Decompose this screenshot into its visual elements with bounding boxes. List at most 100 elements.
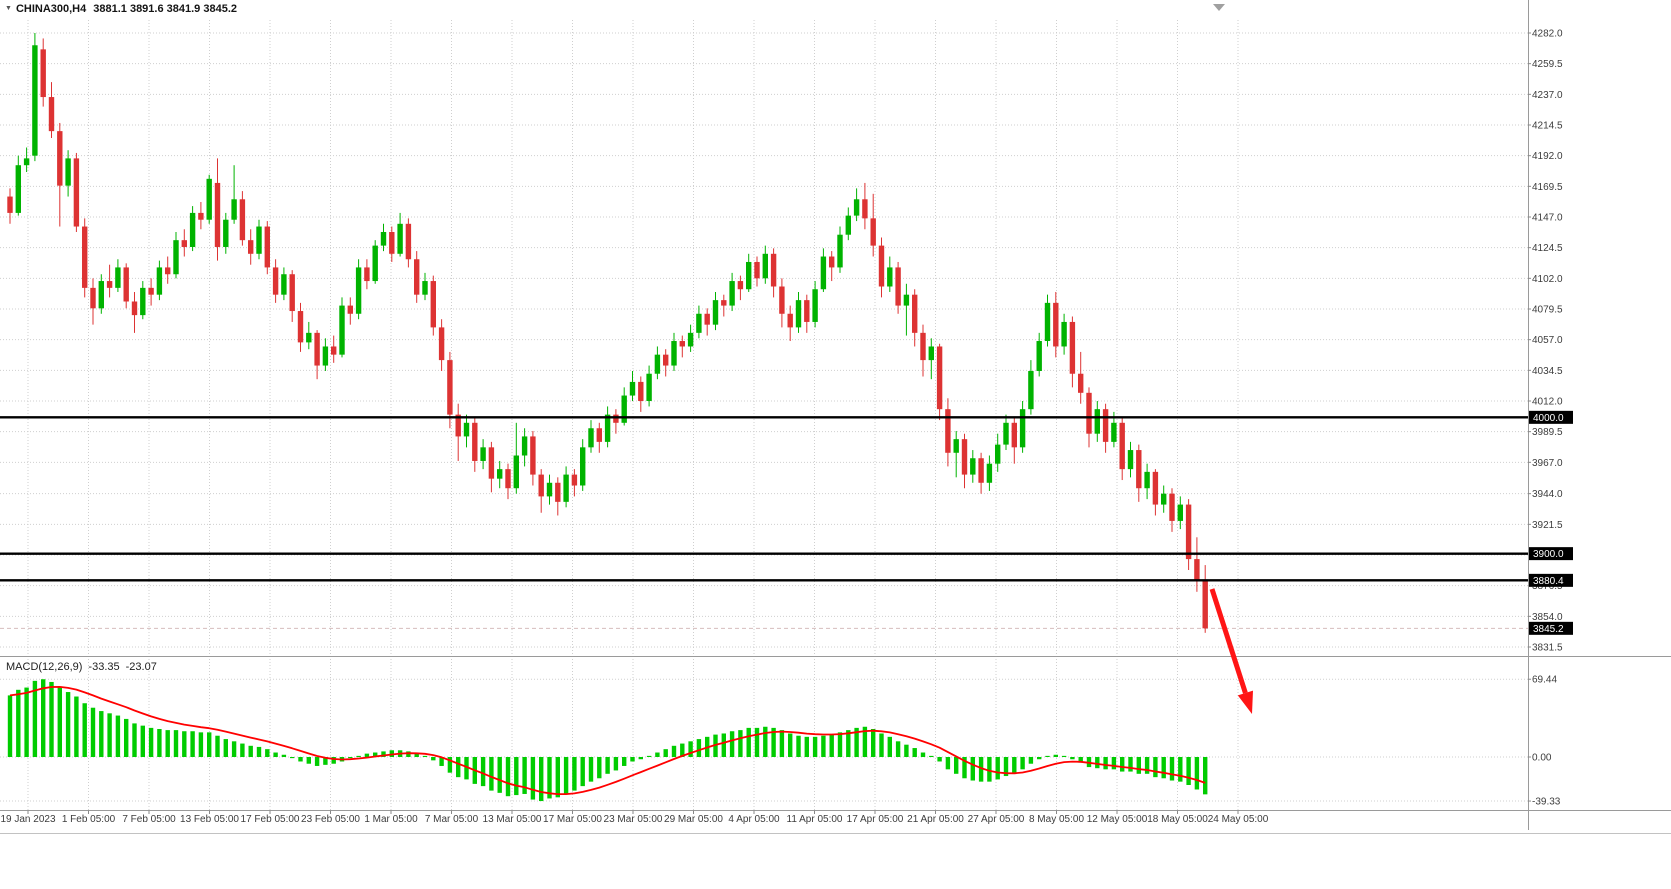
candle-up [189, 212, 196, 247]
candle-down [721, 300, 727, 306]
macd-histogram-bar [688, 741, 693, 757]
macd-histogram-bar [132, 723, 137, 757]
macd-histogram-bar [522, 757, 527, 794]
macd-histogram-bar [646, 755, 652, 757]
candle-up [480, 447, 486, 461]
candle-up [65, 158, 71, 186]
macd-histogram-bar [954, 757, 959, 774]
horizontal-lines [0, 416, 1528, 582]
price-axis[interactable]: 4282.0 4259.5 4237.0 4214.5 4192.0 4169.5 4147… [1528, 29, 1573, 654]
price-axis-label: 4147.0 [1532, 212, 1563, 223]
macd-histogram-bar [306, 757, 311, 764]
candle-down [414, 259, 420, 295]
macd-histogram-bar [663, 749, 668, 757]
macd-histogram-bar [1103, 757, 1108, 770]
macd-histogram-bar [157, 729, 162, 757]
candle-down [347, 305, 353, 314]
highlighted-price-label: 3845.2 [1533, 624, 1564, 635]
macd-histogram-bar [107, 713, 112, 757]
trend-arrow[interactable] [1209, 588, 1253, 714]
macd-histogram-bar [198, 732, 204, 757]
candle-up [1036, 341, 1042, 372]
time-axis[interactable]: 19 Jan 2023 1 Feb 05:00 7 Feb 05:00 13 Feb … [0, 810, 1269, 826]
macd-histogram-bar [148, 727, 154, 757]
candle-up [23, 158, 30, 166]
candle-down [248, 240, 254, 254]
macd-histogram-bar [231, 741, 237, 757]
candle-down [912, 294, 918, 333]
candle-up [140, 287, 146, 316]
time-axis-label: 24 May 05:00 [1208, 814, 1269, 825]
macd-axis-label: 69.44 [1532, 675, 1557, 686]
candle-up [380, 231, 387, 246]
candle-down [40, 49, 46, 98]
price-axis-label: 4057.0 [1532, 335, 1563, 346]
candle-up [1003, 422, 1009, 445]
macd-histogram-bar [356, 755, 361, 757]
candle-down [978, 458, 984, 483]
macd-histogram-bar [273, 752, 278, 757]
time-axis-label: 17 Feb 05:00 [241, 814, 300, 825]
macd-histogram-bar [1161, 757, 1166, 779]
macd-histogram-bar [887, 736, 892, 757]
candle-down [1053, 302, 1059, 347]
candle-up [887, 267, 893, 287]
candle-up [223, 219, 229, 247]
candles [7, 33, 1208, 633]
candle-down [7, 196, 13, 213]
macd-histogram-bar [1020, 757, 1025, 770]
candle-down [571, 474, 578, 486]
candle-up [463, 422, 470, 437]
macd-histogram-bar [1078, 757, 1083, 763]
macd-histogram-bar [464, 757, 469, 780]
macd-histogram-bar [256, 746, 262, 757]
candle-up [696, 313, 702, 333]
macd-histogram-bar [929, 755, 934, 757]
macd-histogram-bar [671, 745, 677, 757]
candle-up [853, 199, 860, 216]
macd-histogram-bar [771, 727, 776, 757]
hline-price-box [1529, 410, 1573, 424]
macd-histogram-bar [763, 726, 768, 757]
candle-down [1152, 471, 1159, 505]
price-axis-label: 4102.0 [1532, 274, 1563, 285]
candle-down [787, 313, 793, 328]
trend-arrow-head[interactable] [1237, 690, 1253, 714]
macd-histogram-bar [314, 757, 320, 766]
macd-axis[interactable]: 69.44 0.00 -39.33 [1528, 675, 1561, 808]
candle-down [596, 428, 602, 442]
candle-up [32, 45, 38, 156]
macd-histogram-bar [846, 730, 851, 757]
macd-histogram-bar [497, 757, 502, 793]
time-axis-label: 29 Mar 05:00 [664, 814, 723, 825]
price-axis-label: 4169.5 [1532, 182, 1563, 193]
price-axis-label: 3967.0 [1532, 458, 1563, 469]
macd-histogram-bar [1194, 757, 1200, 790]
candle-up [206, 178, 212, 220]
macd-histogram-bar [1186, 757, 1191, 785]
macd-histogram-bar [1203, 757, 1208, 795]
candle-up [513, 455, 519, 489]
candle-down [829, 256, 835, 268]
macd-histogram-bar [597, 757, 602, 779]
macd-histogram-bar [912, 748, 917, 757]
macd-panel [7, 679, 1208, 802]
candle-up [1127, 450, 1134, 470]
candle-up [1111, 422, 1117, 442]
price-axis-label: 4034.5 [1532, 366, 1563, 377]
trend-arrow-shaft[interactable] [1209, 588, 1248, 694]
candle-down [555, 482, 561, 502]
candle-up [339, 305, 345, 355]
indicator-label: MACD(12,26,9) -33.35 -23.07 [6, 661, 163, 673]
candle-up [621, 395, 627, 423]
candle-down [272, 267, 279, 295]
highlighted-price-label: 3900.0 [1533, 549, 1564, 560]
candle-up [1161, 493, 1167, 505]
candle-down [430, 281, 436, 328]
symbol-name: CHINA300,H4 [15, 3, 87, 15]
candle-down [264, 226, 270, 268]
candle-down [106, 281, 113, 288]
candle-down [289, 274, 295, 312]
price-axis-label: 3944.0 [1532, 489, 1563, 500]
